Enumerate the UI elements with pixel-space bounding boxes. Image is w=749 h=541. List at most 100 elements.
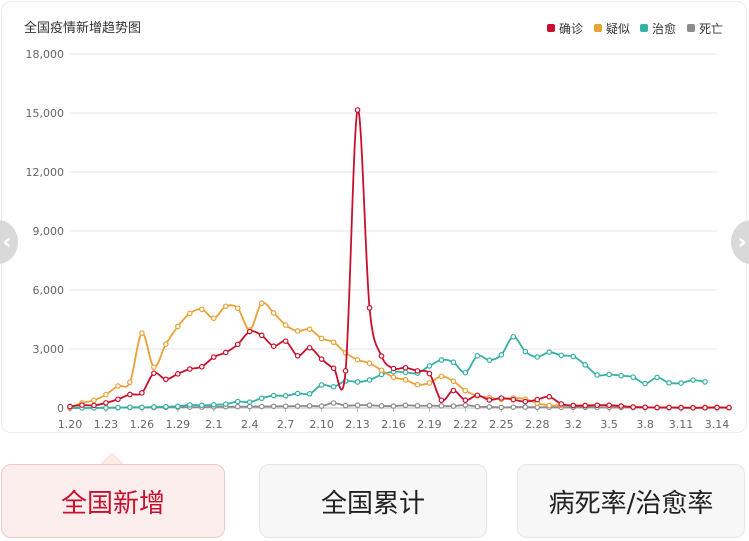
data-point[interactable] [258, 332, 265, 339]
data-point[interactable] [594, 402, 600, 409]
data-point[interactable] [678, 380, 684, 386]
data-point[interactable] [306, 326, 313, 332]
data-point[interactable] [258, 403, 265, 410]
data-point[interactable] [390, 403, 397, 409]
data-point[interactable] [474, 392, 481, 399]
data-point[interactable] [378, 403, 385, 409]
data-point[interactable] [522, 404, 529, 410]
data-point[interactable] [582, 362, 589, 368]
data-point[interactable] [570, 402, 577, 409]
data-point[interactable] [210, 354, 217, 360]
data-point[interactable] [438, 403, 445, 409]
data-point[interactable] [127, 379, 133, 386]
data-point[interactable] [67, 403, 73, 410]
data-point[interactable] [306, 403, 313, 409]
data-point[interactable] [702, 404, 708, 411]
data-point[interactable] [294, 403, 301, 409]
data-point[interactable] [498, 404, 505, 411]
data-point[interactable] [402, 369, 409, 376]
data-point[interactable] [558, 401, 565, 407]
data-point[interactable] [282, 403, 289, 410]
data-point[interactable] [175, 403, 181, 410]
data-point[interactable] [474, 403, 481, 410]
data-point[interactable] [546, 349, 553, 356]
data-point[interactable] [270, 403, 277, 410]
data-point[interactable] [438, 357, 445, 363]
data-point[interactable] [522, 348, 529, 355]
data-point[interactable] [642, 404, 648, 411]
data-point[interactable] [534, 354, 541, 360]
data-point[interactable] [282, 322, 289, 328]
data-point[interactable] [450, 359, 457, 366]
data-point[interactable] [354, 379, 361, 385]
data-point[interactable] [127, 391, 133, 398]
data-point[interactable] [366, 305, 373, 311]
data-point[interactable] [618, 403, 624, 409]
data-point[interactable] [282, 338, 289, 344]
data-point[interactable] [546, 402, 553, 409]
data-point[interactable] [210, 401, 217, 408]
data-point[interactable] [654, 404, 660, 411]
data-point[interactable] [330, 400, 337, 406]
data-point[interactable] [79, 402, 85, 408]
data-point[interactable] [666, 404, 672, 411]
data-point[interactable] [354, 107, 361, 113]
data-point[interactable] [582, 402, 589, 409]
data-point[interactable] [139, 330, 145, 336]
data-point[interactable] [234, 398, 241, 405]
data-point[interactable] [222, 349, 229, 356]
data-point[interactable] [258, 395, 265, 402]
data-point[interactable] [702, 379, 708, 385]
data-point[interactable] [234, 305, 241, 312]
data-point[interactable] [91, 397, 97, 404]
data-point[interactable] [246, 399, 253, 405]
tab-death-cure-rate[interactable]: 病死率/治愈率 [517, 464, 745, 538]
data-point[interactable] [151, 370, 157, 376]
data-point[interactable] [330, 365, 337, 372]
data-point[interactable] [151, 404, 157, 410]
data-point[interactable] [414, 368, 421, 374]
data-point[interactable] [354, 402, 361, 408]
data-point[interactable] [306, 391, 313, 397]
data-point[interactable] [234, 403, 241, 410]
tab-national-new[interactable]: 全国新增 [1, 464, 225, 538]
data-point[interactable] [726, 404, 732, 411]
data-point[interactable] [606, 371, 612, 378]
data-point[interactable] [594, 372, 600, 378]
data-point[interactable] [486, 404, 493, 410]
data-point[interactable] [103, 405, 109, 411]
data-point[interactable] [630, 374, 636, 380]
data-point[interactable] [330, 383, 337, 390]
data-point[interactable] [426, 402, 433, 409]
data-point[interactable] [570, 353, 577, 360]
data-point[interactable] [187, 310, 193, 317]
data-point[interactable] [198, 306, 205, 313]
data-point[interactable] [498, 352, 505, 358]
data-point[interactable] [115, 383, 121, 389]
data-point[interactable] [462, 387, 469, 394]
data-point[interactable] [546, 393, 553, 400]
data-point[interactable] [342, 368, 349, 374]
data-point[interactable] [151, 364, 157, 370]
data-point[interactable] [163, 403, 169, 410]
data-point[interactable] [294, 352, 301, 359]
data-point[interactable] [450, 387, 457, 394]
data-point[interactable] [630, 404, 636, 410]
data-point[interactable] [115, 396, 121, 403]
tab-national-cumulative[interactable]: 全国累计 [259, 464, 487, 538]
data-point[interactable] [187, 402, 193, 408]
data-point[interactable] [714, 404, 720, 411]
data-point[interactable] [606, 402, 612, 408]
data-point[interactable] [426, 363, 433, 369]
data-point[interactable] [270, 392, 277, 399]
data-point[interactable] [103, 400, 109, 406]
data-point[interactable] [294, 328, 301, 334]
data-point[interactable] [234, 341, 241, 348]
data-point[interactable] [498, 395, 505, 401]
data-point[interactable] [139, 404, 145, 411]
data-point[interactable] [342, 402, 349, 409]
data-point[interactable] [175, 371, 181, 377]
data-point[interactable] [354, 357, 361, 363]
data-point[interactable] [426, 370, 433, 377]
data-point[interactable] [690, 377, 696, 383]
